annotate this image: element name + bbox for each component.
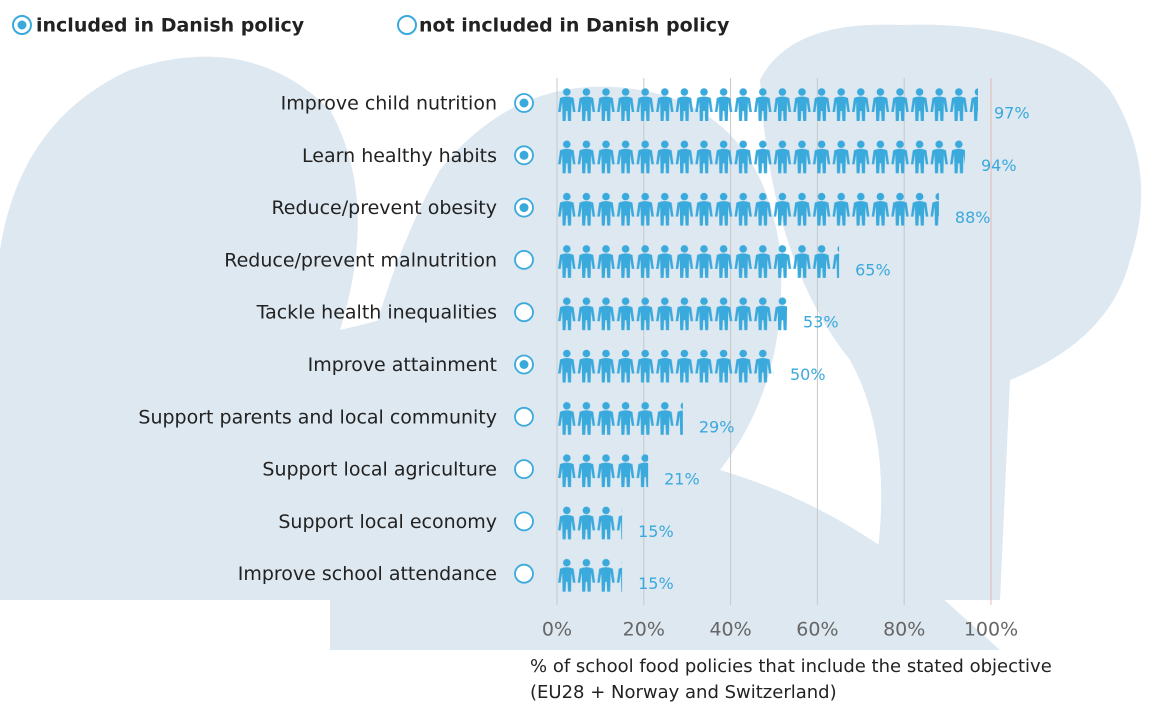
policy-radio: [515, 460, 533, 478]
pictograph-bar: [557, 450, 648, 488]
policy-radio-dot: [520, 360, 529, 369]
policy-radio-dot: [520, 99, 529, 108]
x-tick-label: 20%: [623, 619, 665, 641]
value-label: 94%: [981, 156, 1017, 175]
value-label: 97%: [994, 104, 1030, 123]
pictograph-bar: [557, 241, 839, 279]
category-label: Improve school attendance: [238, 563, 497, 585]
policy-radio-dot: [520, 203, 529, 212]
category-label: Improve attainment: [308, 354, 497, 376]
pictograph-bar: [557, 346, 774, 384]
category-label: Support local economy: [278, 511, 497, 533]
legend: included in Danish policy not included i…: [13, 15, 730, 37]
legend-label: included in Danish policy: [36, 15, 305, 37]
x-tick-label: 60%: [796, 619, 838, 641]
legend-radio-dot: [18, 21, 27, 30]
x-tick-label: 0%: [542, 619, 572, 641]
value-label: 50%: [790, 365, 826, 384]
category-label: Improve child nutrition: [281, 93, 497, 115]
x-tick-label: 80%: [883, 619, 925, 641]
pictograph-bar: [557, 293, 787, 331]
chart: included in Danish policy not included i…: [0, 0, 1162, 706]
value-label: 15%: [638, 574, 674, 593]
x-axis-label: (EU28 + Norway and Switzerland): [530, 682, 837, 703]
category-label: Tackle health inequalities: [256, 302, 497, 324]
category-label: Reduce/prevent malnutrition: [224, 249, 497, 271]
pictograph-bar: [557, 398, 683, 436]
value-label: 15%: [638, 522, 674, 541]
policy-radio: [515, 565, 533, 583]
legend-label: not included in Danish policy: [419, 15, 730, 37]
value-label: 88%: [955, 208, 991, 227]
pictograph-bar: [557, 136, 965, 174]
category-label: Learn healthy habits: [302, 145, 497, 167]
category-label: Support parents and local community: [138, 406, 497, 428]
policy-radio: [515, 303, 533, 321]
x-tick-label: 40%: [709, 619, 751, 641]
policy-radio: [515, 408, 533, 426]
value-label: 29%: [699, 417, 735, 436]
policy-radio-dot: [520, 151, 529, 160]
legend-radio: [398, 16, 416, 34]
policy-radio: [515, 512, 533, 530]
x-axis-label: % of school food policies that include t…: [530, 656, 1052, 677]
pictograph-bar: [557, 555, 622, 593]
value-label: 65%: [855, 260, 891, 279]
pictograph-bar: [557, 189, 939, 227]
pictograph-bar: [557, 84, 978, 122]
value-label: 53%: [803, 313, 839, 332]
x-tick-label: 100%: [964, 619, 1018, 641]
policy-radio: [515, 251, 533, 269]
category-label: Reduce/prevent obesity: [271, 197, 497, 219]
category-label: Support local agriculture: [262, 459, 497, 481]
pictograph-bar: [557, 502, 622, 540]
value-label: 21%: [664, 470, 700, 489]
